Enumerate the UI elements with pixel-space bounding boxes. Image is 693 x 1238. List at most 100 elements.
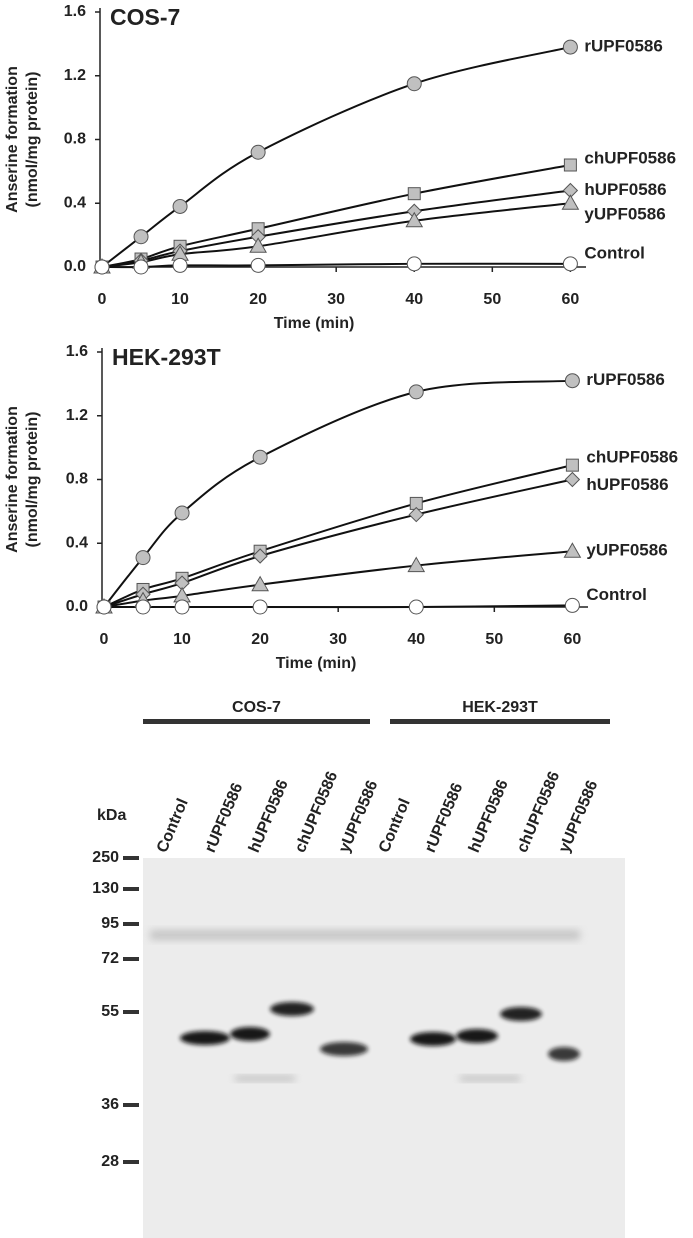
- faint-band: [150, 930, 580, 940]
- data-point: [563, 158, 577, 172]
- data-point: [405, 211, 424, 228]
- group-bar: [390, 719, 610, 724]
- data-point: [172, 257, 188, 273]
- x-tick-label: 30: [327, 291, 345, 308]
- y-tick-label: 0.0: [66, 598, 88, 615]
- protein-band: [230, 1027, 270, 1041]
- series-label: rUPF0586: [586, 370, 664, 389]
- data-point: [407, 187, 421, 201]
- x-axis-label: Time (min): [276, 655, 357, 672]
- faint-band: [460, 1076, 520, 1081]
- series-line: [103, 478, 573, 608]
- data-point: [250, 144, 266, 160]
- data-point: [252, 449, 268, 465]
- data-point: [562, 256, 578, 272]
- marker-tick: [123, 957, 139, 961]
- data-point: [408, 599, 424, 615]
- x-tick-label: 0: [98, 291, 107, 308]
- data-point: [565, 458, 579, 472]
- protein-band: [270, 1002, 314, 1016]
- series-label: Control: [586, 585, 646, 604]
- x-tick-label: 60: [563, 631, 581, 648]
- marker-label: 72: [101, 950, 119, 967]
- x-axis-label: Time (min): [274, 315, 355, 332]
- lane-label: hUPF0586: [466, 777, 512, 855]
- data-point: [135, 550, 151, 566]
- y-axis-label: (nmol/mg protein): [24, 412, 41, 548]
- series-line: [103, 604, 573, 609]
- protein-band: [456, 1029, 498, 1043]
- protein-band: [500, 1007, 542, 1021]
- faint-band: [235, 1076, 295, 1081]
- series-label: rUPF0586: [584, 37, 662, 56]
- lane-label: rUPF0586: [202, 781, 247, 856]
- x-tick-label: 60: [561, 291, 579, 308]
- data-point: [250, 257, 266, 273]
- marker-label: 36: [101, 1096, 119, 1113]
- x-tick-label: 50: [485, 631, 503, 648]
- x-tick-label: 20: [249, 291, 267, 308]
- data-point: [406, 76, 422, 92]
- y-tick-label: 0.8: [66, 471, 88, 488]
- data-point: [406, 256, 422, 272]
- data-point: [408, 506, 424, 523]
- data-point: [563, 542, 582, 558]
- lane-label: chUPF0586: [292, 769, 341, 855]
- data-point: [249, 237, 267, 253]
- chart: 0.0 0.4 0.8 1.2 1.6 0 10 20 30 40 50 60 Time (min) An…: [4, 3, 676, 332]
- lane-label: Control: [154, 796, 192, 855]
- unit-label: kDa: [97, 807, 126, 824]
- protein-band: [180, 1031, 230, 1045]
- x-tick-label: 10: [173, 631, 191, 648]
- series-label: hUPF0586: [584, 180, 666, 199]
- x-tick-label: 0: [100, 631, 109, 648]
- marker-tick: [123, 887, 139, 891]
- data-point: [407, 556, 426, 573]
- chart: 0.0 0.4 0.8 1.2 1.6 0 10 20 30 40 50 60 Time (min) An…: [4, 343, 678, 672]
- marker-label: 28: [101, 1153, 119, 1170]
- x-tick-label: 20: [251, 631, 269, 648]
- data-point: [561, 194, 580, 210]
- protein-band: [320, 1042, 368, 1056]
- lane-label: yUPF0586: [556, 778, 602, 855]
- marker-tick: [123, 1010, 139, 1014]
- protein-band: [548, 1047, 580, 1061]
- data-point: [94, 259, 110, 275]
- lane-label: rUPF0586: [422, 781, 467, 856]
- marker-label: 130: [92, 880, 119, 897]
- y-tick-label: 0.8: [64, 131, 86, 148]
- series-label: yUPF0586: [584, 205, 665, 224]
- x-tick-label: 10: [171, 291, 189, 308]
- y-tick-label: 1.6: [66, 343, 88, 360]
- y-tick-label: 1.2: [66, 407, 88, 424]
- group-bar: [143, 719, 370, 724]
- marker-label: 250: [92, 849, 119, 866]
- data-point: [252, 599, 268, 615]
- series-label: hUPF0586: [586, 475, 668, 494]
- marker-tick: [123, 856, 139, 860]
- y-tick-label: 1.6: [64, 3, 86, 20]
- marker-label: 95: [101, 915, 119, 932]
- group-label: HEK-293T: [462, 699, 538, 716]
- marker-tick: [123, 1160, 139, 1164]
- series-label: Control: [584, 243, 644, 262]
- blot-membrane: [143, 858, 625, 1238]
- y-tick-label: 0.4: [66, 534, 88, 551]
- group-label: COS-7: [232, 699, 281, 716]
- series-label: chUPF0586: [584, 148, 676, 167]
- x-tick-label: 40: [405, 291, 423, 308]
- data-point: [135, 599, 151, 615]
- data-point: [562, 39, 578, 55]
- x-tick-label: 50: [483, 291, 501, 308]
- series-line: [103, 550, 573, 608]
- y-tick-label: 0.4: [64, 194, 86, 211]
- data-point: [564, 471, 581, 488]
- chart-title: COS-7: [110, 4, 180, 30]
- y-axis-label: Anserine formation: [4, 66, 21, 213]
- marker-label: 55: [101, 1003, 119, 1020]
- data-point: [408, 384, 424, 400]
- data-point: [252, 548, 268, 564]
- series-line: [103, 379, 573, 608]
